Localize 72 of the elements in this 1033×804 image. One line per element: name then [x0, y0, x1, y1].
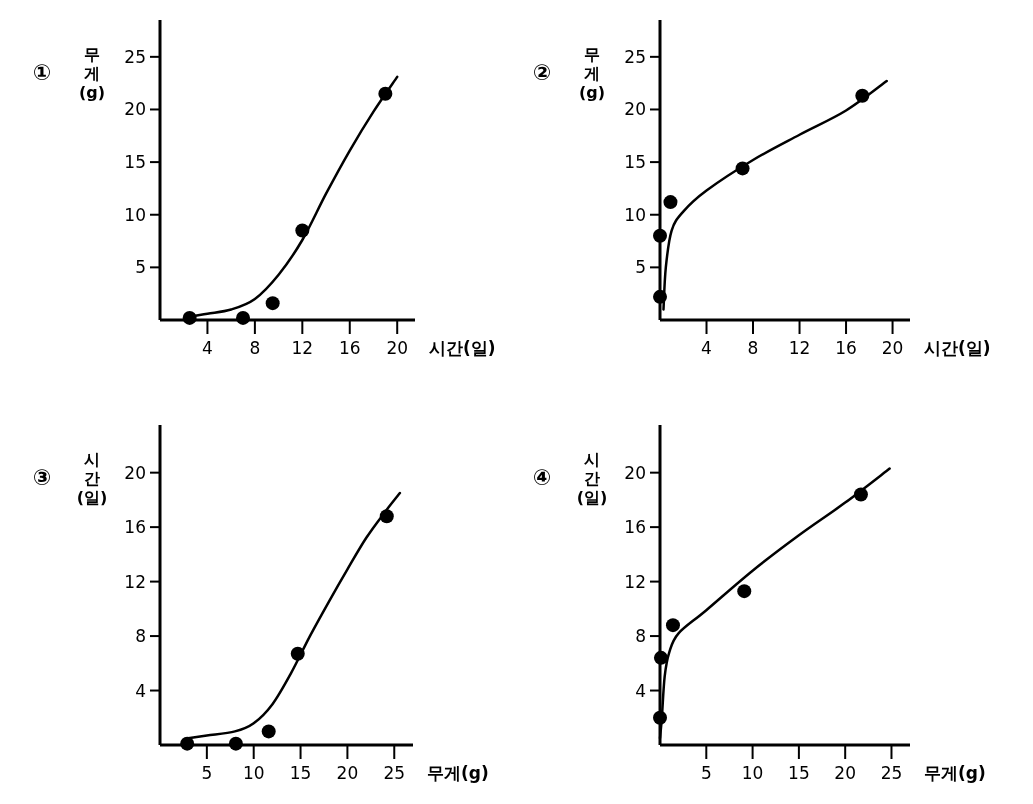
- y-tick-label: 20: [624, 99, 646, 120]
- y-tick-label: 16: [124, 517, 146, 538]
- x-tick-label: 15: [289, 763, 312, 783]
- y-tick-label: 10: [124, 204, 146, 225]
- x-tick-label: 10: [242, 763, 265, 783]
- x-tick-label: 20: [386, 338, 409, 358]
- x-tick-label: 20: [336, 763, 359, 783]
- point: [295, 223, 310, 238]
- point: [735, 161, 750, 176]
- point: [261, 724, 276, 739]
- y-tick-label: 12: [624, 571, 646, 592]
- x-tick-label: 12: [788, 338, 811, 358]
- y-tick-label: 20: [124, 462, 146, 483]
- x-tick-label: 15: [788, 763, 810, 783]
- point: [379, 509, 394, 524]
- point: [665, 618, 680, 633]
- x-tick-label: 25: [383, 763, 406, 783]
- point: [228, 736, 243, 751]
- point: [653, 289, 667, 304]
- point: [653, 228, 667, 243]
- y-axis-title: 시간(일): [576, 450, 608, 507]
- point: [236, 310, 251, 325]
- point: [290, 646, 305, 661]
- x-tick-label: 5: [700, 763, 712, 783]
- y-tick-label: 4: [635, 680, 646, 701]
- x-tick-label: 25: [880, 763, 903, 783]
- y-tick-label: 5: [635, 257, 646, 278]
- y-tick-label: 5: [135, 257, 146, 278]
- y-tick-label: 16: [624, 517, 646, 538]
- point: [182, 310, 197, 325]
- y-tick-label: 20: [624, 462, 646, 483]
- x-tick-label: 4: [202, 338, 213, 358]
- y-tick-label: 25: [624, 46, 646, 67]
- x-axis-title: 무게(g): [924, 763, 986, 783]
- x-tick-label: 5: [201, 763, 213, 783]
- y-tick-label: 4: [135, 680, 146, 701]
- point: [853, 487, 868, 502]
- text: ③: [32, 465, 52, 490]
- y-axis-title: 무게(g): [78, 45, 106, 102]
- point: [663, 195, 678, 210]
- x-axis-title: 무게(g): [427, 763, 489, 783]
- x-tick-label: 10: [741, 763, 764, 783]
- text: ①: [32, 60, 52, 85]
- x-tick-label: 8: [249, 338, 261, 358]
- y-tick-label: 15: [624, 152, 646, 173]
- x-tick-label: 20: [881, 338, 904, 358]
- point: [378, 86, 393, 101]
- x-tick-label: 20: [834, 763, 857, 783]
- x-tick-label: 16: [835, 338, 857, 358]
- point: [653, 650, 668, 665]
- y-tick-label: 10: [624, 204, 646, 225]
- point: [653, 710, 667, 725]
- point: [737, 584, 752, 599]
- y-tick-label: 12: [124, 571, 146, 592]
- y-axis-title: 무게(g): [578, 45, 606, 102]
- x-axis-title: 시간(일): [924, 338, 991, 358]
- y-tick-label: 20: [124, 99, 146, 120]
- point: [855, 88, 870, 103]
- y-tick-label: 8: [635, 626, 646, 647]
- point: [265, 296, 280, 311]
- x-tick-label: 4: [701, 338, 712, 358]
- y-tick-label: 25: [124, 46, 146, 67]
- x-tick-label: 12: [291, 338, 314, 358]
- x-tick-label: 8: [747, 338, 759, 358]
- text: ④: [532, 465, 552, 490]
- y-tick-label: 8: [135, 626, 146, 647]
- y-axis-title: 시간(일): [76, 450, 108, 507]
- text: ②: [532, 60, 552, 85]
- y-tick-label: 15: [124, 152, 146, 173]
- x-tick-label: 16: [338, 338, 361, 358]
- x-axis-title: 시간(일): [429, 338, 496, 358]
- point: [180, 736, 195, 751]
